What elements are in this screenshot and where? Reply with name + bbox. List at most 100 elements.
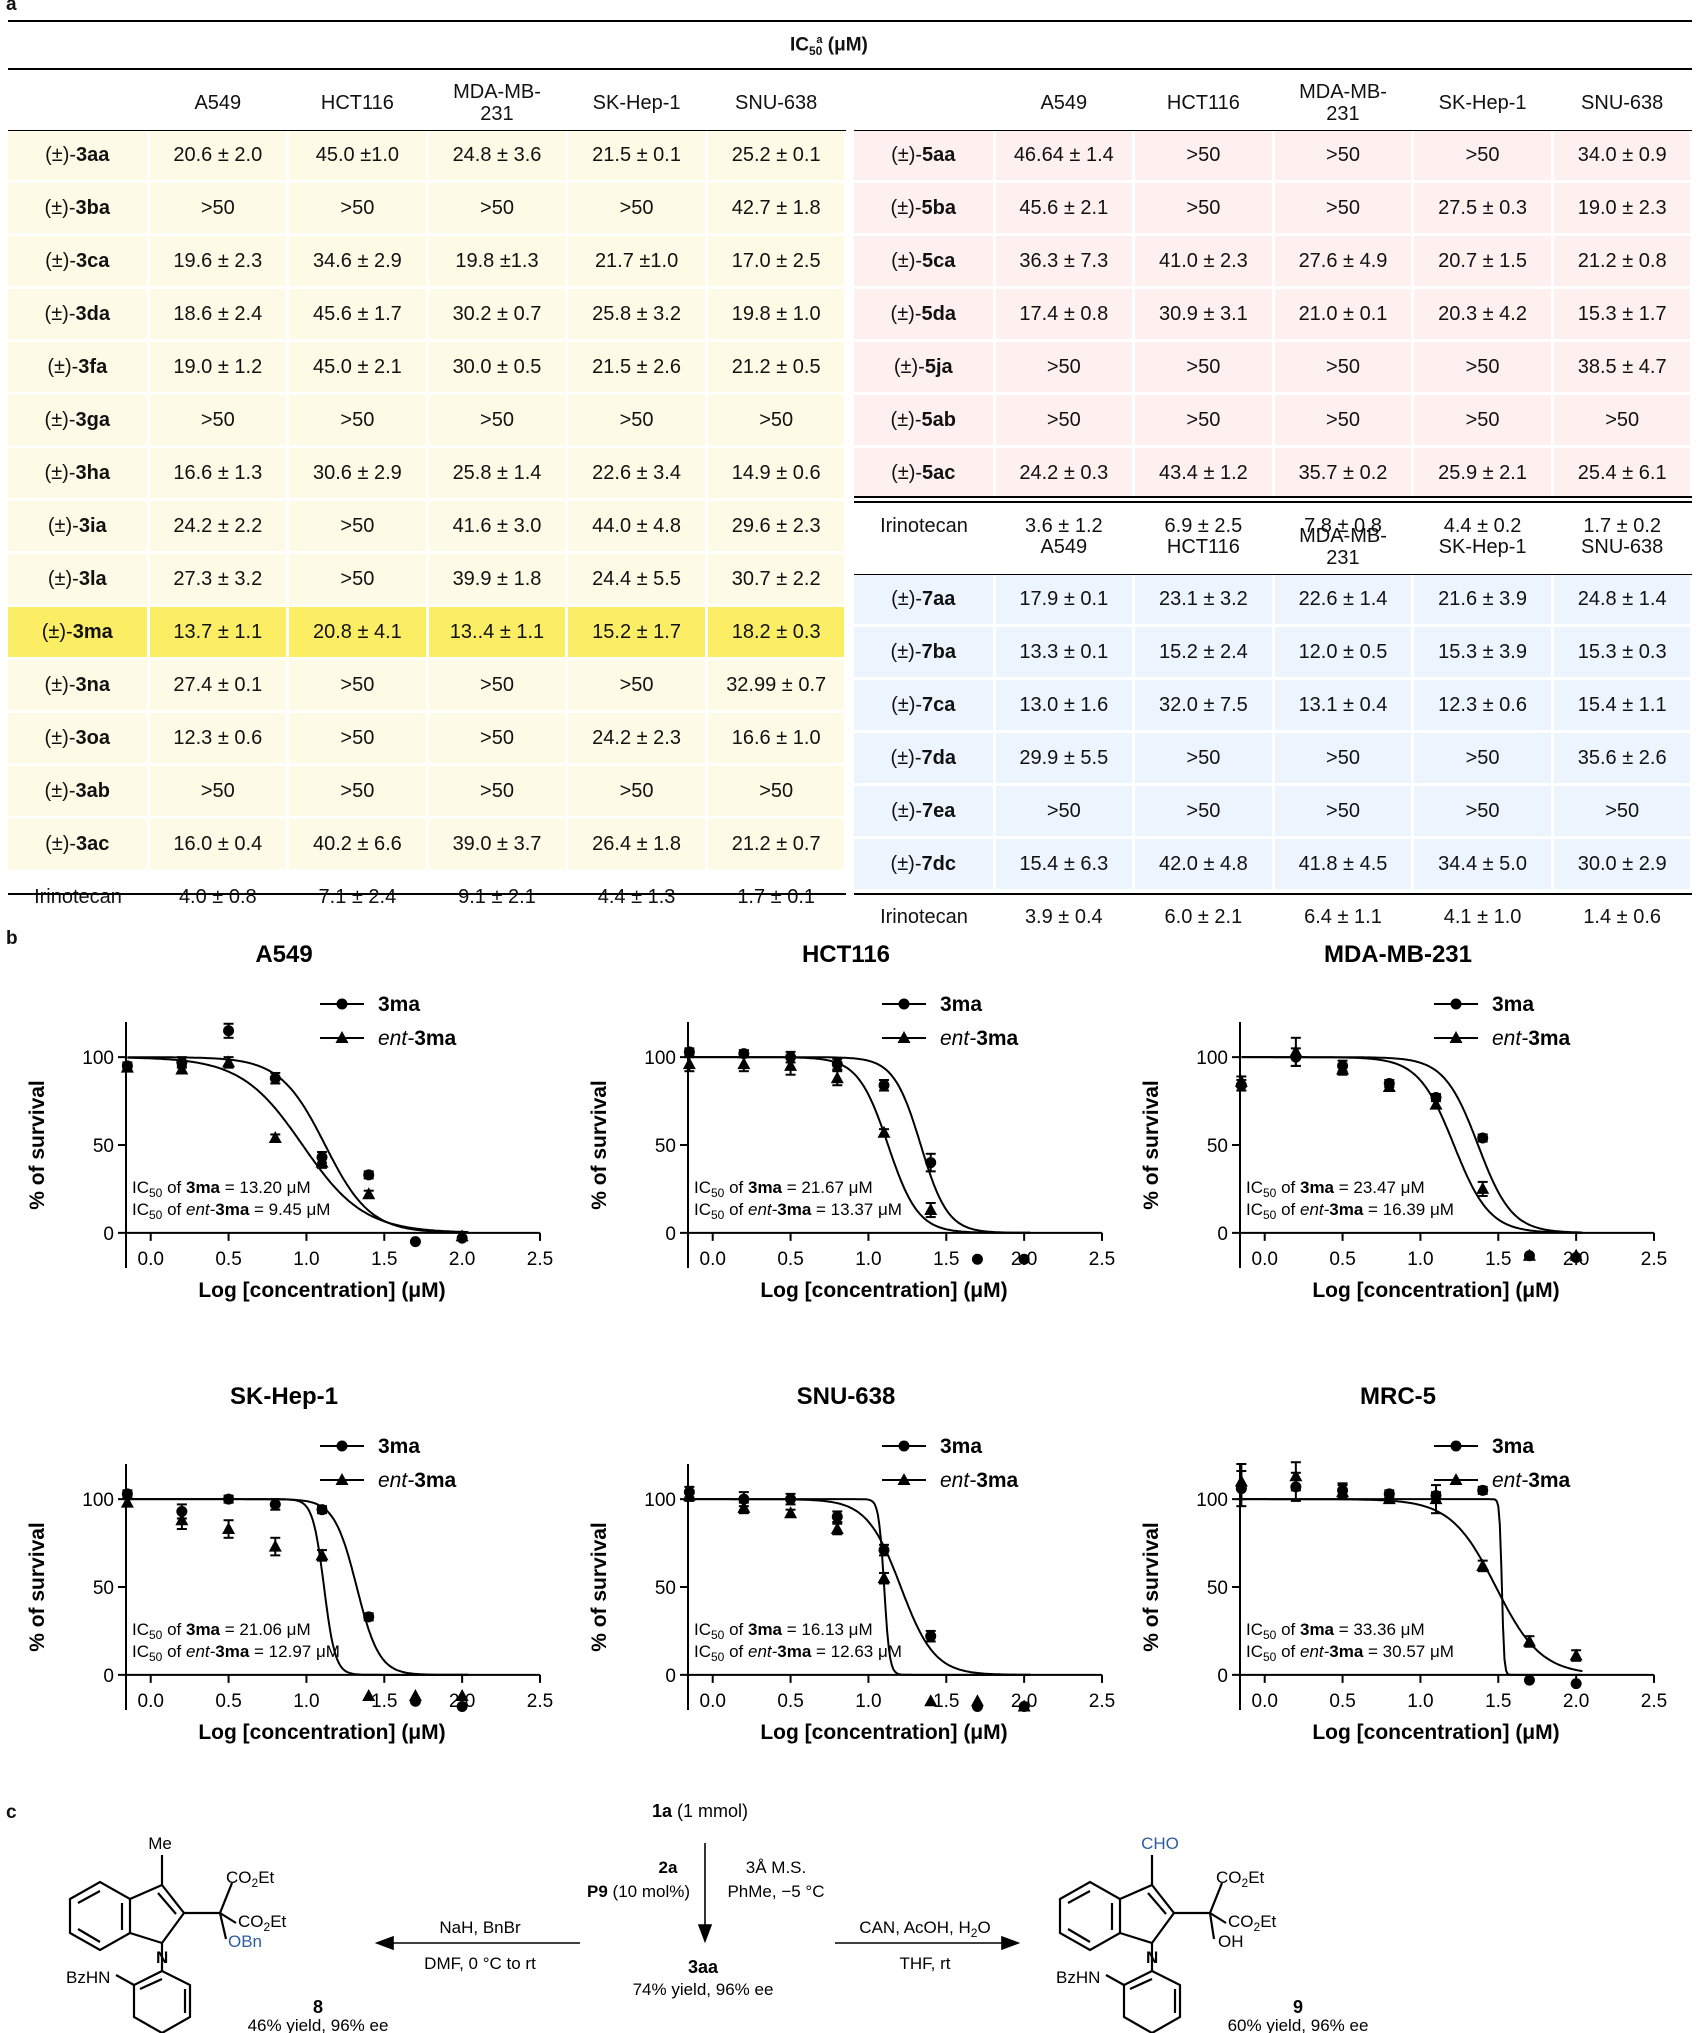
data-point-circle xyxy=(363,1611,375,1623)
data-point-triangle xyxy=(315,1155,329,1168)
compound-name: (±)-3fa xyxy=(8,340,150,395)
data-point-circle xyxy=(316,1504,328,1516)
compound-name: (±)-3ha xyxy=(8,446,150,501)
compound-name: (±)-3la xyxy=(8,552,150,607)
table-row-control: Irinotecan 3.9 ± 0.4 6.0 ± 2.1 6.4 ± 1.1 4.1… xyxy=(854,890,1692,942)
label-bzhn-left: BzHN xyxy=(66,1968,110,1987)
legend-label: ent-3ma xyxy=(378,1027,457,1050)
x-tick-label: 0.0 xyxy=(138,1691,164,1712)
ic50-value: 13.3 ± 0.1 xyxy=(994,625,1136,680)
x-tick-label: 2.0 xyxy=(449,1249,475,1270)
table-row: (±)-5aa 46.64 ± 1.4 >50 >50 >50 34.0 ± 0.9 xyxy=(854,130,1694,183)
table-row: (±)-7aa 17.9 ± 0.1 23.1 ± 3.2 22.6 ± 1.4 21.… xyxy=(854,574,1694,627)
legend-label: ent-3ma xyxy=(1492,1469,1571,1492)
data-point-triangle xyxy=(455,1229,469,1242)
data-point-circle xyxy=(121,1488,133,1500)
ic50-value: >50 xyxy=(994,340,1136,395)
ic50-value: >50 xyxy=(427,393,569,448)
legend-label: 3ma xyxy=(1492,993,1534,1016)
data-point-triangle xyxy=(682,1057,696,1070)
x-tick-label: 2.5 xyxy=(1641,1691,1667,1712)
table-top-rule xyxy=(8,20,1692,22)
x-axis-label: Log [concentration] (μM) xyxy=(198,1721,445,1744)
ic50-value: 12.3 ± 0.6 xyxy=(1412,678,1554,733)
label-me: Me xyxy=(148,1834,172,1853)
ic50-value: 13.0 ± 1.6 xyxy=(994,678,1136,733)
reagent-2a: 2a xyxy=(659,1858,678,1877)
x-tick-label: 2.5 xyxy=(1089,1249,1115,1270)
control-value: 6.9 ± 2.5 xyxy=(1133,499,1274,551)
ic50-annotation: IC50 of ent-3ma = 13.37 μM xyxy=(694,1200,902,1222)
data-point-triangle xyxy=(784,1506,798,1519)
x-tick-label: 2.0 xyxy=(1563,1691,1589,1712)
series-3ma xyxy=(683,1485,1030,1712)
scheme-arrows xyxy=(374,1843,1021,1951)
data-point-triangle xyxy=(897,1473,911,1485)
column-header: SK-Hep-1 xyxy=(1438,92,1527,114)
label-n-left: N xyxy=(156,1948,168,1967)
ic50-value: 13.7 ± 1.1 xyxy=(148,605,290,660)
table7-head-rule xyxy=(854,574,1692,575)
y-axis-label: % of survival xyxy=(26,1080,49,1210)
ic50-value: >50 xyxy=(1133,340,1275,395)
table-row: (±)-3ab >50 >50 >50 >50 >50 xyxy=(8,764,848,819)
y-axis-label: % of survival xyxy=(588,1080,611,1210)
x-tick-label: 1.5 xyxy=(371,1249,397,1270)
ic50-value: 20.6 ± 2.0 xyxy=(148,130,290,183)
x-tick-label: 1.5 xyxy=(1485,1249,1511,1270)
legend-label: 3ma xyxy=(378,993,420,1016)
data-point-triangle xyxy=(924,1203,938,1216)
chart-title: SNU-638 xyxy=(797,1383,896,1410)
data-point-triangle xyxy=(1569,1648,1583,1661)
data-point-triangle xyxy=(1382,1080,1396,1093)
series-3ma xyxy=(121,1488,468,1712)
y-tick-label: 50 xyxy=(1207,1136,1228,1157)
ic50-value: 25.2 ± 0.1 xyxy=(706,130,848,183)
compound-name: (±)-3ab xyxy=(8,764,150,819)
ic50-value: 42.7 ± 1.8 xyxy=(706,181,848,236)
table-row: (±)-3oa 12.3 ± 0.6 >50 >50 24.2 ± 2.3 16.6 ± … xyxy=(8,711,848,766)
data-point-triangle xyxy=(1569,1248,1583,1261)
label-obn: OBn xyxy=(228,1932,262,1951)
table5-bottom-rule2 xyxy=(854,501,1692,503)
x-tick-label: 1.0 xyxy=(293,1691,319,1712)
ic50-value: >50 xyxy=(1273,340,1415,395)
ic50-value: >50 xyxy=(148,181,290,236)
compound-name: (±)-5da xyxy=(854,287,996,342)
data-point-triangle xyxy=(335,1473,349,1485)
ic50-value: >50 xyxy=(427,764,569,819)
data-point-triangle xyxy=(1476,1558,1490,1571)
data-point-triangle xyxy=(1289,1469,1303,1482)
chart-title: HCT116 xyxy=(802,941,890,968)
ic50-value: >50 xyxy=(1273,731,1415,786)
ic50-value: >50 xyxy=(148,764,290,819)
legend-label: 3ma xyxy=(378,1435,420,1458)
x-tick-label: 0.5 xyxy=(1329,1691,1355,1712)
y-tick-label: 50 xyxy=(93,1136,114,1157)
ic50-value: 25.9 ± 2.1 xyxy=(1412,446,1554,501)
table-row: (±)-7ba 13.3 ± 0.1 15.2 ± 2.4 12.0 ± 0.5 15.… xyxy=(854,625,1694,680)
data-point-triangle xyxy=(1289,1044,1303,1057)
ic50-value: 32.0 ± 7.5 xyxy=(1133,678,1275,733)
compound-name: (±)-3ia xyxy=(8,499,150,554)
compound-name: (±)-3da xyxy=(8,287,150,342)
x-axis-label: Log [concentration] (μM) xyxy=(760,1721,1007,1744)
data-point-triangle xyxy=(737,1500,751,1513)
series-ent-3ma xyxy=(1234,1461,1583,1662)
table-header-rule xyxy=(8,68,1692,70)
compound-name: (±)-3ba xyxy=(8,181,150,236)
data-point-triangle xyxy=(682,1488,696,1501)
compound-name: (±)-3oa xyxy=(8,711,150,766)
data-point-circle xyxy=(269,1072,281,1084)
table-row: (±)-3aa 20.6 ± 2.0 45.0 ±1.0 24.8 ± 3.6 21.5… xyxy=(8,130,848,183)
ic50-value: >50 xyxy=(287,658,429,713)
ic50-value: 20.3 ± 4.2 xyxy=(1412,287,1554,342)
control-name: Irinotecan xyxy=(854,890,994,942)
ic50-value: 29.9 ± 5.5 xyxy=(994,731,1136,786)
data-point-triangle xyxy=(222,1522,236,1535)
data-point-triangle xyxy=(830,1522,844,1535)
ic50-value: >50 xyxy=(427,711,569,766)
table7-bottom-rule xyxy=(854,893,1692,895)
ic50-value: 17.0 ± 2.5 xyxy=(706,234,848,289)
y-axis-label: % of survival xyxy=(26,1522,49,1652)
